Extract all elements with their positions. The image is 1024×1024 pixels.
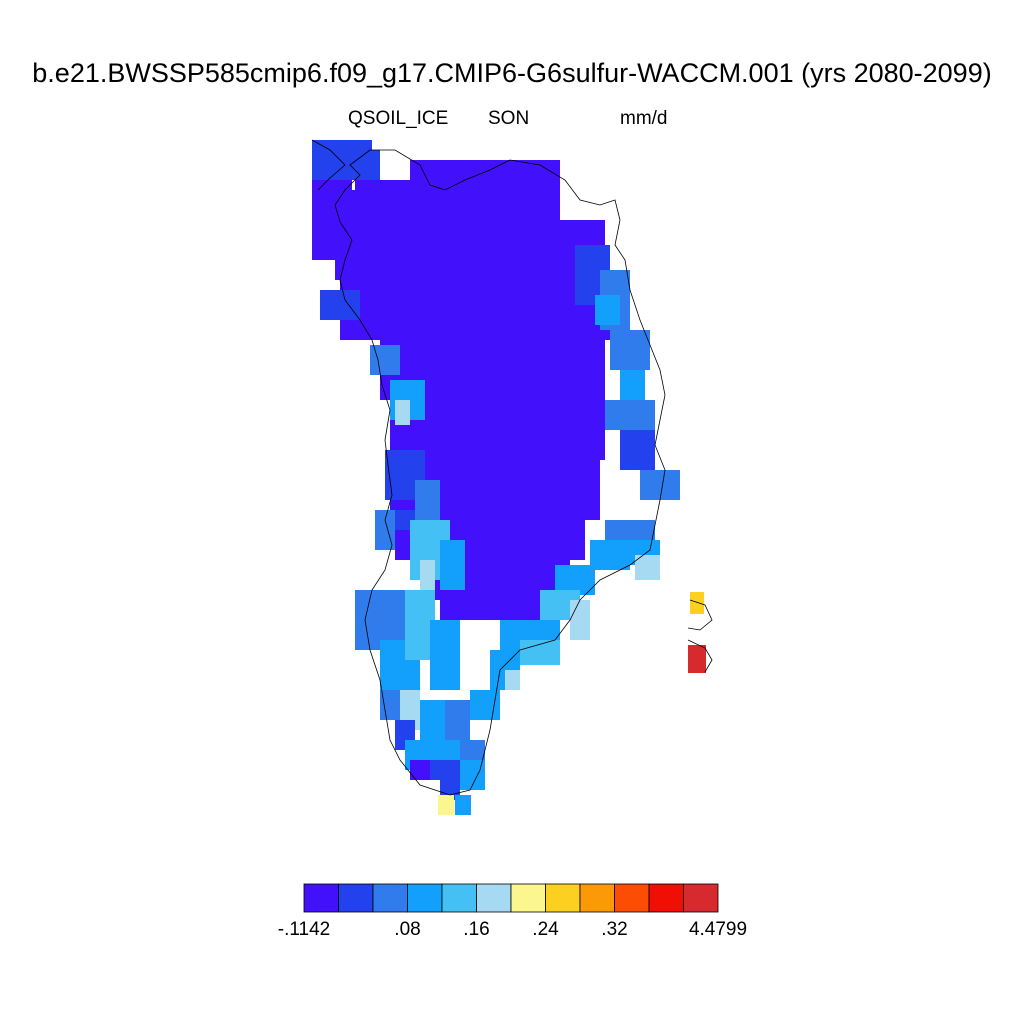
map-cells xyxy=(312,140,706,815)
colorbar-tick-label: .08 xyxy=(394,919,421,940)
units-label: mm/d xyxy=(620,108,668,129)
grid-cell xyxy=(605,400,655,430)
grid-cell xyxy=(410,760,430,780)
variable-label: QSOIL_ICE xyxy=(348,108,449,129)
grid-cell xyxy=(335,220,605,280)
grid-cell xyxy=(375,510,395,550)
grid-cell xyxy=(640,470,680,500)
grid-cell xyxy=(620,430,655,470)
season-label: SON xyxy=(488,108,530,129)
grid-cell xyxy=(520,640,560,665)
colorbar-tick-label: 4.4799 xyxy=(688,919,748,940)
grid-cell xyxy=(438,795,454,815)
grid-cell xyxy=(430,760,460,780)
grid-cell xyxy=(455,795,471,815)
coastline xyxy=(311,139,713,796)
grid-cell xyxy=(595,295,620,325)
colorbar-tick-label: .16 xyxy=(463,919,490,940)
grid-cell xyxy=(440,600,550,620)
colorbar-tick-label: .32 xyxy=(601,919,628,940)
grid-cell xyxy=(430,740,460,760)
grid-cell xyxy=(690,592,704,614)
grid-cell xyxy=(688,645,706,673)
grid-cell xyxy=(470,690,500,720)
map-title: b.e21.BWSSP585cmip6.f09_g17.CMIP6-G6sulf… xyxy=(32,58,992,88)
grid-cell xyxy=(420,560,435,590)
grid-cell xyxy=(570,600,590,640)
grid-cell xyxy=(350,150,380,180)
grid-cell xyxy=(620,370,645,400)
grid-cell xyxy=(390,400,605,460)
grid-cell xyxy=(505,670,520,690)
grid-cell xyxy=(410,160,560,200)
grid-cell xyxy=(440,540,465,590)
colorbar-tick-label: -.1142 xyxy=(277,919,331,940)
colorbar-tick-label: .24 xyxy=(532,919,559,940)
grid-cell xyxy=(395,400,410,425)
grid-cell xyxy=(415,480,440,520)
grid-cell xyxy=(320,290,360,320)
grid-cell xyxy=(430,620,460,690)
grid-cell xyxy=(635,555,660,580)
grid-cell xyxy=(445,700,470,740)
grid-cell xyxy=(610,330,650,370)
grid-cell xyxy=(340,280,610,340)
